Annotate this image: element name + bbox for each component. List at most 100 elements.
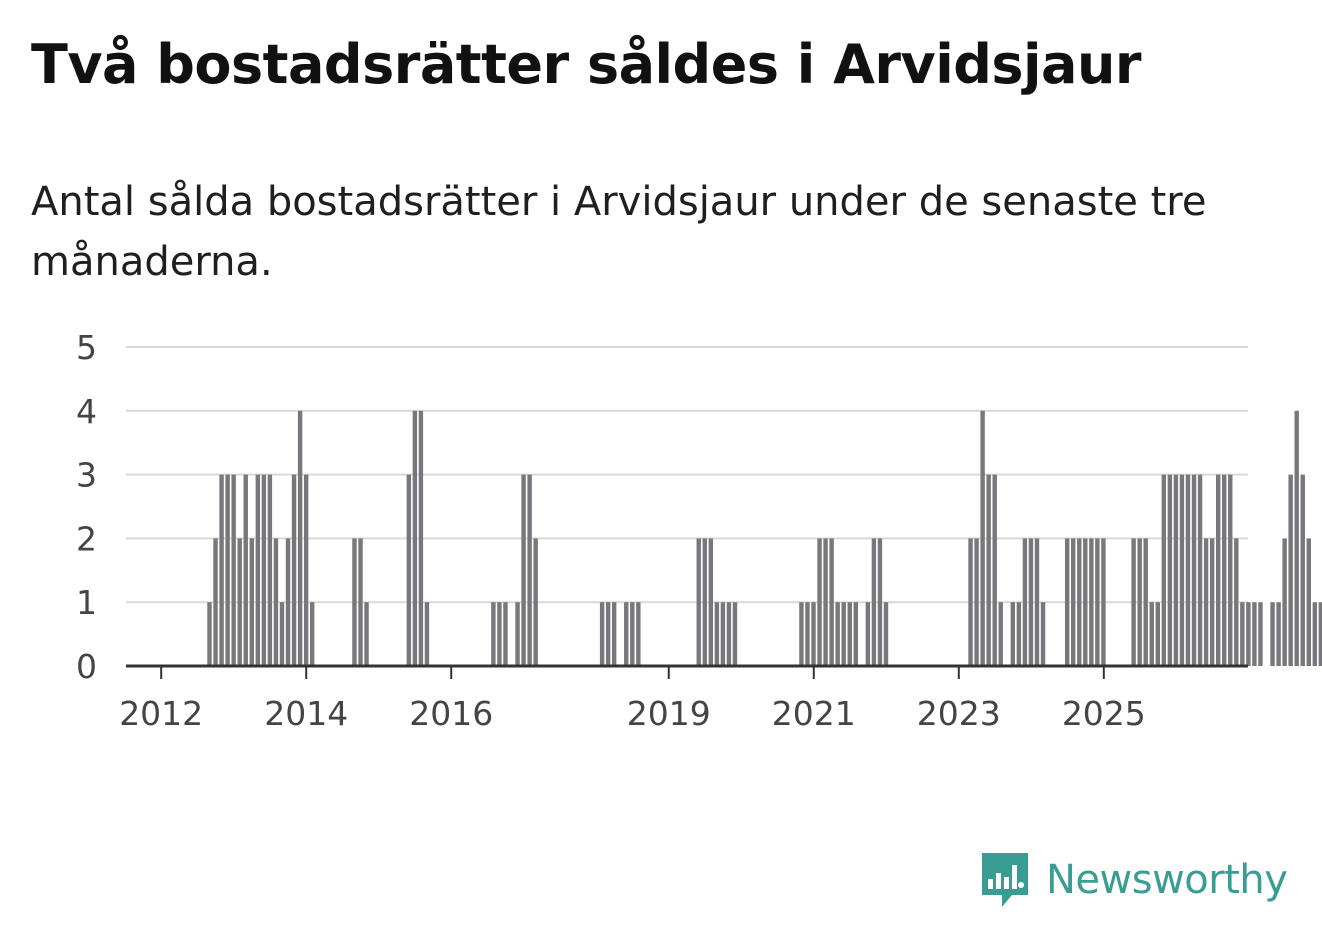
bar bbox=[847, 602, 852, 666]
bar bbox=[696, 538, 701, 666]
bar bbox=[974, 538, 979, 666]
bar bbox=[273, 538, 279, 666]
bar bbox=[285, 538, 291, 666]
bar bbox=[1155, 602, 1160, 666]
x-tick-label-2012: 2012 bbox=[119, 694, 203, 733]
bar bbox=[358, 538, 363, 666]
bar bbox=[1252, 602, 1257, 666]
bar bbox=[309, 602, 315, 666]
bar bbox=[213, 538, 218, 666]
x-tick-label-2019: 2019 bbox=[627, 694, 711, 733]
bar bbox=[829, 538, 834, 666]
bar bbox=[1185, 474, 1191, 666]
bar bbox=[1215, 474, 1221, 666]
bar bbox=[303, 474, 309, 666]
y-tick-label-1: 1 bbox=[76, 583, 97, 622]
bar bbox=[823, 538, 828, 666]
bar bbox=[883, 602, 889, 666]
bar bbox=[1028, 538, 1034, 666]
bar bbox=[702, 538, 707, 666]
bar bbox=[1240, 602, 1245, 666]
y-tick-label-3: 3 bbox=[76, 456, 97, 495]
bar bbox=[877, 538, 883, 666]
bar bbox=[714, 602, 720, 666]
bar-chart-speech-bubble-icon bbox=[982, 853, 1028, 907]
bar bbox=[424, 602, 430, 666]
chart-title: Två bostadsrätter såldes i Arvidsjaur bbox=[31, 33, 1142, 96]
bar bbox=[515, 602, 520, 666]
bar bbox=[1089, 538, 1094, 666]
bar bbox=[1209, 538, 1215, 666]
bar bbox=[418, 410, 424, 666]
bar bbox=[231, 474, 236, 666]
bar bbox=[732, 602, 738, 666]
bar bbox=[708, 538, 714, 666]
bar bbox=[1010, 602, 1016, 666]
bar bbox=[1161, 474, 1167, 666]
bar bbox=[1312, 602, 1318, 666]
bar bbox=[291, 474, 297, 666]
bar bbox=[986, 474, 991, 666]
bar bbox=[605, 602, 611, 666]
bar bbox=[527, 474, 532, 666]
bar bbox=[267, 474, 273, 666]
bar bbox=[871, 538, 877, 666]
bar bbox=[599, 602, 605, 666]
bar bbox=[968, 538, 973, 666]
bar bbox=[1234, 538, 1239, 666]
bar bbox=[1318, 602, 1322, 666]
x-tick-label-2021: 2021 bbox=[772, 694, 856, 733]
bar bbox=[726, 602, 732, 666]
bar bbox=[1228, 474, 1233, 666]
bar bbox=[503, 602, 508, 666]
bar bbox=[1137, 538, 1142, 666]
bar bbox=[1034, 538, 1040, 666]
bar bbox=[243, 474, 248, 666]
bar bbox=[611, 602, 617, 666]
bar bbox=[1282, 538, 1287, 666]
bar bbox=[1246, 602, 1251, 666]
bar bbox=[297, 410, 303, 666]
bar bbox=[1270, 602, 1275, 666]
bar bbox=[1179, 474, 1185, 666]
bar bbox=[261, 474, 267, 666]
bar bbox=[225, 474, 230, 666]
bar bbox=[720, 602, 726, 666]
bar bbox=[998, 602, 1003, 666]
y-tick-label-0: 0 bbox=[76, 647, 97, 686]
bar bbox=[1288, 474, 1293, 666]
bar bbox=[219, 474, 224, 666]
bar bbox=[1149, 602, 1154, 666]
bar bbox=[406, 474, 412, 666]
bar bbox=[1167, 474, 1173, 666]
bar bbox=[1101, 538, 1106, 666]
bar bbox=[1095, 538, 1100, 666]
bar bbox=[1131, 538, 1136, 666]
bar bbox=[853, 602, 858, 666]
bar bbox=[1191, 474, 1197, 666]
bar bbox=[1022, 538, 1028, 666]
brand-name: Newsworthy bbox=[1046, 857, 1288, 903]
bar bbox=[636, 602, 641, 666]
bar bbox=[279, 602, 285, 666]
bar bbox=[1016, 602, 1022, 666]
bar bbox=[817, 538, 822, 666]
bar bbox=[1222, 474, 1227, 666]
bar bbox=[1276, 602, 1281, 666]
bar bbox=[1083, 538, 1088, 666]
bar bbox=[521, 474, 526, 666]
bar bbox=[412, 410, 418, 666]
bar bbox=[1300, 474, 1305, 666]
bar bbox=[1071, 538, 1076, 666]
bar bbox=[352, 538, 357, 666]
bar bbox=[865, 602, 871, 666]
bar bbox=[841, 602, 846, 666]
bar bbox=[630, 602, 635, 666]
bar bbox=[1294, 410, 1299, 666]
bar bbox=[1077, 538, 1082, 666]
bar bbox=[799, 602, 804, 666]
y-tick-label-5: 5 bbox=[76, 328, 97, 367]
newsworthy-logo: Newsworthy bbox=[980, 850, 1288, 910]
bar bbox=[237, 538, 242, 666]
